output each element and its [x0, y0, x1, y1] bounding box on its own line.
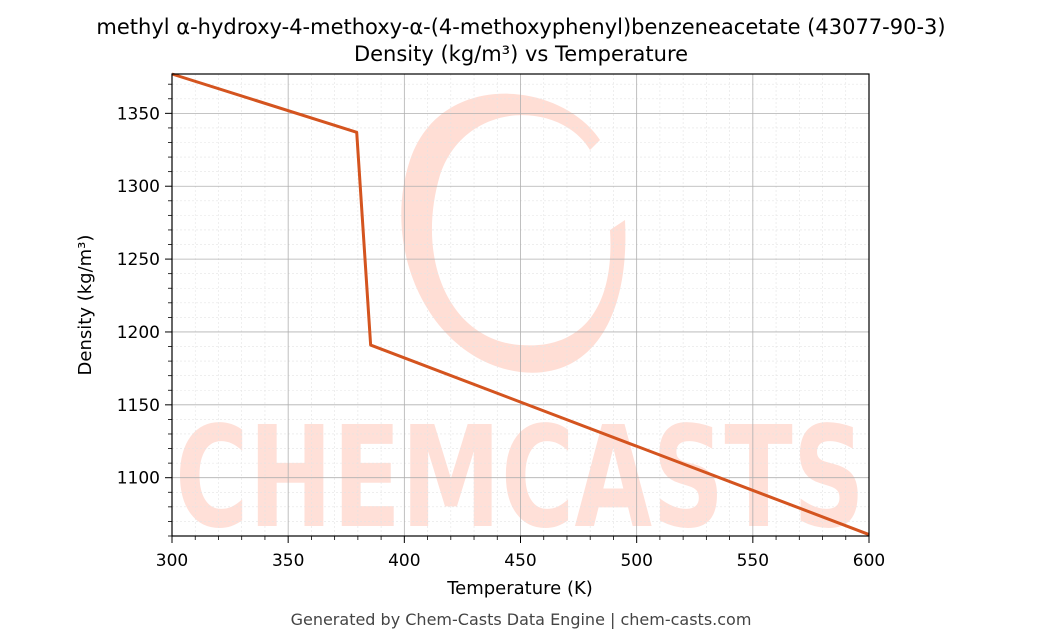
watermark-text: CHEMCASTS	[175, 397, 865, 560]
y-tick-label: 1250	[117, 250, 160, 270]
x-tick-label: 400	[388, 551, 420, 571]
x-tick-label: 450	[504, 551, 536, 571]
axis-ticks	[165, 83, 870, 543]
y-tick-label: 1150	[117, 396, 160, 416]
x-axis-label: Temperature (K)	[446, 578, 593, 599]
footer-credit: Generated by Chem-Casts Data Engine | ch…	[291, 610, 752, 629]
chart-subtitle: Density (kg/m³) vs Temperature	[354, 42, 688, 66]
series-line	[171, 72, 870, 536]
y-tick-label: 1300	[117, 177, 160, 197]
x-tick-label: 300	[156, 551, 188, 571]
y-axis-label: Density (kg/m³)	[75, 235, 96, 376]
watermark: CHEMCASTS	[175, 93, 865, 560]
tick-labels: 300 350 400 450 500 550 600 1100 1150 1200 1250 130…	[117, 104, 885, 571]
chart-title: methyl α-hydroxy-4-methoxy-α-(4-methoxyp…	[96, 15, 945, 39]
y-tick-label: 1100	[117, 469, 160, 489]
y-tick-label: 1200	[117, 323, 160, 343]
x-tick-label: 500	[620, 551, 652, 571]
y-tick-label: 1350	[117, 104, 160, 124]
x-tick-label: 550	[737, 551, 769, 571]
watermark-logo-icon	[401, 93, 626, 373]
x-tick-label: 600	[853, 551, 885, 571]
x-tick-label: 350	[272, 551, 304, 571]
series-layer	[171, 72, 870, 536]
